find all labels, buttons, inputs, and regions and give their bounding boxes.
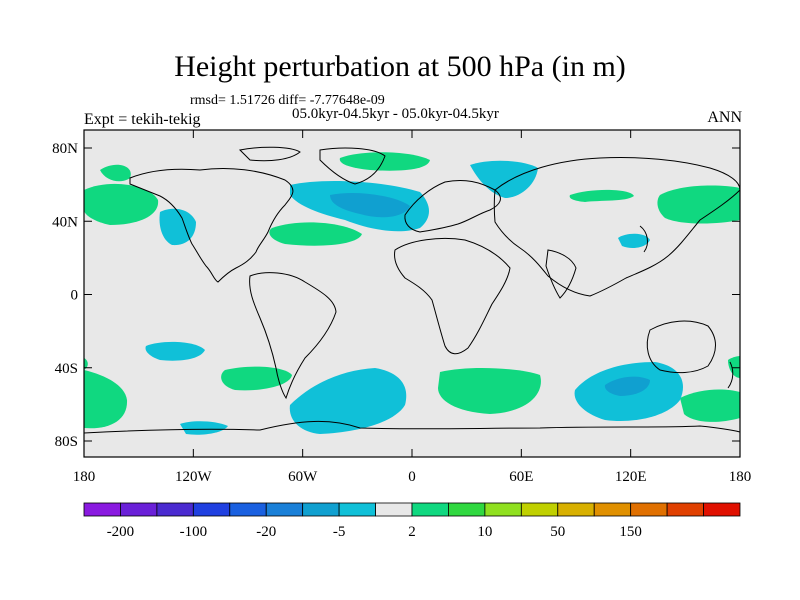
lat-tick-label: 80N bbox=[52, 141, 78, 157]
chart-title: Height perturbation at 500 hPa (in m) bbox=[174, 50, 626, 83]
lon-tick-label: 60W bbox=[288, 469, 318, 485]
positive-anomaly-patch bbox=[84, 358, 88, 370]
coastline-japan bbox=[639, 225, 648, 253]
positive-anomaly-patch bbox=[339, 152, 430, 171]
colorbar-swatch bbox=[703, 502, 741, 517]
colorbar-label: 10 bbox=[477, 524, 492, 540]
negative-anomaly-patch bbox=[470, 160, 538, 198]
colorbar-swatch bbox=[375, 502, 413, 517]
colorbar-swatch bbox=[83, 502, 121, 517]
colorbar-swatch bbox=[520, 502, 559, 517]
colorbar-swatch bbox=[338, 502, 376, 517]
lon-tick-label: 180 bbox=[729, 469, 752, 485]
colorbar: -200 -100 -20 -5 2 10 50 150 bbox=[83, 502, 741, 540]
positive-anomaly-patch bbox=[728, 356, 740, 378]
negative-anomaly-patch bbox=[145, 341, 205, 361]
coastline-india bbox=[545, 249, 577, 299]
colorbar-swatch bbox=[448, 502, 486, 517]
season-label: ANN bbox=[707, 109, 742, 126]
lon-tick-label: 0 bbox=[408, 469, 416, 485]
coastline-arctic-islands bbox=[238, 146, 301, 162]
colorbar-swatch bbox=[156, 502, 194, 517]
lon-tick-label: 60E bbox=[509, 469, 533, 485]
colorbar-swatch bbox=[120, 502, 158, 517]
colorbar-swatch bbox=[229, 502, 267, 517]
colorbar-label: 150 bbox=[619, 524, 642, 540]
lon-tick-label: 120E bbox=[615, 469, 647, 485]
colorbar-swatch bbox=[302, 502, 340, 517]
stats-line: rmsd= 1.51726 diff= -7.77648e-09 bbox=[190, 93, 385, 108]
lon-axis: 180 120W 60W 0 60E 120E 180 bbox=[73, 130, 752, 485]
colorbar-label: 2 bbox=[408, 524, 416, 540]
colorbar-swatch bbox=[192, 502, 231, 517]
colorbar-swatch bbox=[484, 502, 522, 517]
lat-tick-label: 0 bbox=[71, 288, 79, 304]
positive-anomaly-patch bbox=[100, 164, 131, 182]
colorbar-swatch bbox=[557, 502, 595, 517]
negative-anomaly-patch bbox=[618, 233, 650, 248]
experiment-label: Expt = tekih-tekig bbox=[84, 111, 201, 128]
negative-anomaly-patch bbox=[604, 376, 650, 396]
coastline-new-zealand bbox=[727, 361, 734, 389]
colorbar-swatch bbox=[593, 502, 632, 517]
colorbar-label: 50 bbox=[550, 524, 565, 540]
lon-tick-label: 180 bbox=[73, 469, 96, 485]
colorbar-label: -20 bbox=[256, 524, 276, 540]
anomaly-fields bbox=[84, 152, 740, 435]
lat-tick-label: 40N bbox=[52, 214, 78, 230]
colorbar-label: -200 bbox=[107, 524, 135, 540]
colorbar-label: -100 bbox=[180, 524, 208, 540]
coastline-antarctica bbox=[83, 420, 741, 434]
lat-axis: 80N 40N 0 40S 80S bbox=[52, 141, 740, 450]
period-label: 05.0kyr-04.5kyr - 05.0kyr-04.5kyr bbox=[292, 106, 499, 122]
colorbar-swatch bbox=[265, 502, 304, 517]
positive-anomaly-patch bbox=[657, 185, 740, 224]
negative-anomaly-patch bbox=[289, 368, 407, 434]
negative-anomaly-patch bbox=[330, 193, 410, 218]
coastline-asia bbox=[493, 156, 741, 297]
lat-tick-label: 80S bbox=[55, 434, 78, 450]
coastline-australia bbox=[646, 320, 716, 374]
coastlines bbox=[83, 146, 741, 434]
negative-anomaly-patch bbox=[159, 208, 196, 246]
coastline-europe bbox=[404, 179, 501, 233]
positive-anomaly-patch bbox=[680, 389, 740, 422]
coastline-africa bbox=[394, 237, 511, 355]
positive-anomaly-patch bbox=[269, 222, 362, 246]
positive-anomaly-patch bbox=[84, 183, 159, 225]
positive-anomaly-patch bbox=[438, 368, 541, 414]
lat-tick-label: 40S bbox=[55, 361, 78, 377]
colorbar-label: -5 bbox=[333, 524, 346, 540]
coastline-greenland bbox=[319, 147, 386, 185]
negative-anomaly-patch bbox=[180, 421, 228, 435]
positive-anomaly-patch bbox=[221, 366, 292, 391]
coastline-north-america bbox=[129, 168, 294, 283]
coastline-south-america bbox=[249, 272, 337, 400]
positive-anomaly-patch bbox=[84, 370, 128, 429]
colorbar-swatch bbox=[411, 502, 449, 517]
lon-tick-label: 120W bbox=[175, 469, 213, 485]
colorbar-swatch bbox=[630, 502, 668, 517]
positive-anomaly-patch bbox=[569, 189, 634, 202]
colorbar-swatch bbox=[666, 502, 704, 517]
